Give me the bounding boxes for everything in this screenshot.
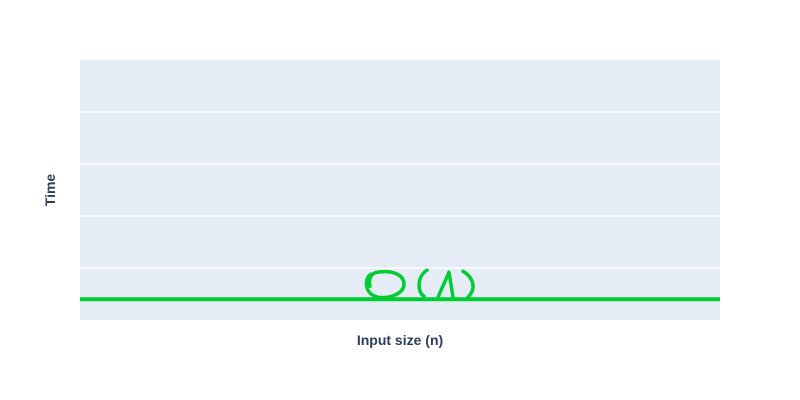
y-axis-title: Time	[42, 174, 58, 207]
annotation-stroke	[364, 269, 406, 300]
annotation-stroke	[417, 268, 429, 298]
annotation-stroke	[436, 270, 455, 299]
grid-lines	[80, 111, 720, 269]
annotation-stroke	[461, 269, 475, 299]
x-axis-title: Input size (n)	[357, 332, 443, 348]
annotation-layer: O(1)	[364, 268, 475, 300]
series-annotation-glyphs	[364, 268, 475, 300]
series-annotation-label: O(1)	[391, 269, 448, 299]
